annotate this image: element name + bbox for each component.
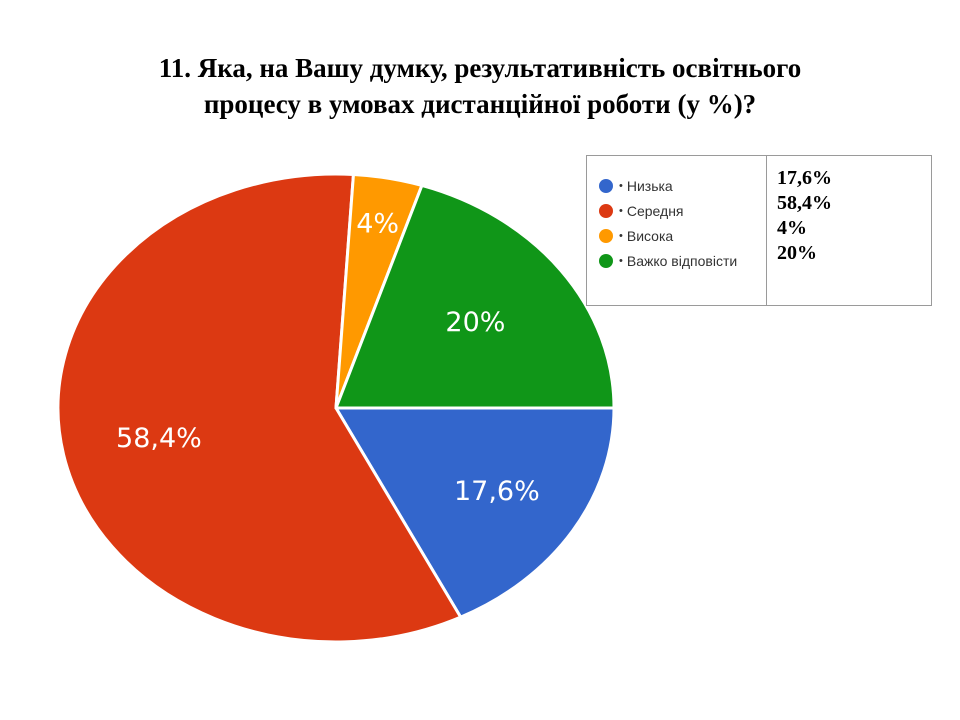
legend-label-medium: Середня	[626, 202, 684, 219]
legend-item-low: • Низька	[599, 173, 766, 198]
chart-title-line-1: 11. Яка, на Вашу думку, результативність…	[158, 53, 802, 83]
legend-categories: • Низька • Середня • Висока • Важко відп…	[587, 156, 767, 305]
legend-value-low: 17,6%	[777, 167, 832, 189]
legend-bullet: •	[619, 179, 623, 192]
slice-label-medium: 58,4%	[116, 423, 202, 454]
legend-value-medium: 58,4%	[777, 192, 832, 214]
slice-label-hard-to-answer: 20%	[445, 307, 505, 338]
pie-slice-hard-to-answer	[334, 183, 616, 410]
legend-label-low: Низька	[626, 177, 673, 194]
pie-slice-low	[334, 406, 616, 619]
slice-label-high: 4%	[356, 209, 399, 240]
legend-value-high: 4%	[777, 217, 807, 239]
legend-swatch-low	[599, 178, 613, 193]
legend-table: • Низька • Середня • Висока • Важко відп…	[586, 155, 932, 306]
pie-slice-medium	[56, 172, 463, 644]
legend-swatch-medium	[599, 203, 613, 218]
legend-bullet: •	[619, 229, 623, 242]
legend-swatch-hard-to-answer	[599, 253, 613, 268]
legend-value-hard-to-answer: 20%	[777, 242, 817, 264]
legend-label-hard-to-answer: Важко відповісти	[626, 252, 738, 269]
slice-label-low: 17,6%	[454, 476, 540, 507]
legend-bullet: •	[619, 254, 623, 267]
chart-title-line-2: процесу в умовах дистанційної роботи (у …	[203, 89, 757, 119]
chart-title: 11. Яка, на Вашу думку, результативність…	[0, 50, 960, 122]
legend-item-high: • Висока	[599, 223, 766, 248]
legend-values: 17,6% 58,4% 4% 20%	[767, 156, 931, 305]
legend-item-hard-to-answer: • Важко відповісти	[599, 248, 766, 273]
legend-bullet: •	[619, 204, 623, 217]
legend-swatch-high	[599, 228, 613, 243]
legend-item-medium: • Середня	[599, 198, 766, 223]
legend-label-high: Висока	[626, 227, 674, 244]
